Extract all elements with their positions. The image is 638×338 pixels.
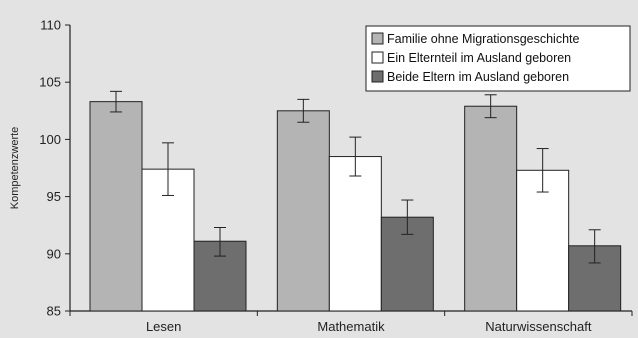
legend-label: Ein Elternteil im Ausland geboren (387, 51, 571, 65)
y-tick-label: 95 (47, 189, 61, 204)
y-tick-label: 105 (39, 75, 61, 90)
y-tick-label: 85 (47, 304, 61, 319)
legend-label: Familie ohne Migrationsgeschichte (387, 32, 580, 46)
x-category-label: Naturwissenschaft (485, 319, 592, 334)
bar (89, 101, 143, 312)
legend-swatch (371, 51, 384, 64)
legend-swatch (371, 32, 384, 45)
legend-box (365, 25, 631, 92)
y-tick-label: 90 (47, 246, 61, 261)
y-tick-label: 110 (40, 18, 61, 33)
y-axis-title: Kompetenzwerte (9, 127, 21, 210)
x-category-label: Lesen (146, 319, 181, 334)
bar (516, 169, 570, 312)
bar (141, 168, 195, 312)
legend-label: Beide Eltern im Ausland geboren (387, 70, 569, 84)
legend-swatch (371, 70, 384, 83)
bar (464, 105, 518, 312)
y-tick-label: 100 (39, 132, 61, 147)
x-category-label: Mathematik (317, 319, 385, 334)
bar (276, 110, 330, 312)
bar (328, 156, 382, 312)
